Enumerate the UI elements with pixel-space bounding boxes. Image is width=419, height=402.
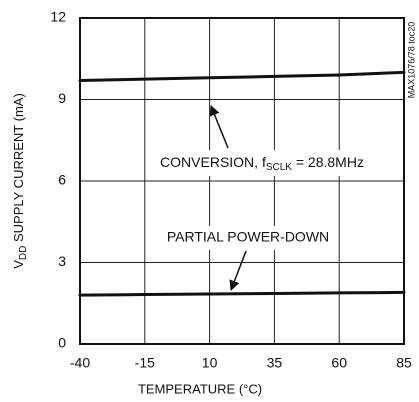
label-bg [150,150,375,176]
y-label-rest: SUPPLY CURRENT (mA) [11,93,26,245]
x-tick-label: 10 [202,355,218,371]
y-axis-label: VDD SUPPLY CURRENT (mA) [11,93,28,269]
annotation: PARTIAL POWER-DOWN [167,229,329,245]
x-tick-label: 60 [331,355,347,371]
series-line [78,290,406,297]
annotation: CONVERSION, fSCLK = 28.8MHz [160,154,364,173]
x-tick-label: 85 [396,355,412,371]
x-tick-label: -15 [135,355,155,371]
arrow [209,105,229,149]
y-label-sub: DD [18,246,29,260]
series-line [78,70,406,82]
arrow [229,250,247,291]
y-tick-label: 0 [58,335,66,351]
x-tick-label: -40 [70,355,90,371]
side-note: MAX1076/78 toc20 [406,22,416,99]
x-tick-label: 35 [267,355,283,371]
y-label-main: V [11,260,26,269]
y-tick-label: 6 [58,172,66,188]
y-tick-label: 3 [58,253,66,269]
y-tick-label: 12 [50,9,66,25]
label-bg [160,226,336,250]
annotation-after: = 28.8MHz [292,154,364,170]
annotation-sub: SCLK [266,162,292,173]
plot-frame [79,17,405,345]
x-axis-label: TEMPERATURE (°C) [138,381,262,396]
y-tick-label: 9 [58,90,66,106]
annotation-text: CONVERSION, f [160,154,266,170]
